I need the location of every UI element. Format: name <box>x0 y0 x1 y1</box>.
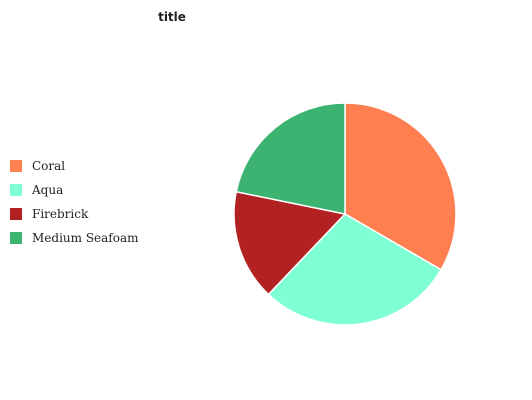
legend-item-firebrick: Firebrick <box>10 202 139 226</box>
legend-label-coral: Coral <box>32 159 66 173</box>
pie-slice-aqua <box>267 213 443 326</box>
legend-swatch-aqua <box>10 184 22 196</box>
pie-slice-medium-seafoam <box>235 102 346 215</box>
legend-swatch-firebrick <box>10 208 22 220</box>
legend-item-medium-seafoam: Medium Seafoam <box>10 226 139 250</box>
pie-slice-firebrick <box>233 190 347 296</box>
chart-title: title <box>158 10 186 24</box>
legend-label-medium-seafoam: Medium Seafoam <box>32 231 139 245</box>
legend-swatch-coral <box>10 160 22 172</box>
legend-item-coral: Coral <box>10 154 139 178</box>
pie-slice-coral <box>344 102 457 271</box>
legend-item-aqua: Aqua <box>10 178 139 202</box>
legend-label-firebrick: Firebrick <box>32 207 89 221</box>
legend-label-aqua: Aqua <box>32 183 64 197</box>
legend: Coral Aqua Firebrick Medium Seafoam <box>10 154 139 250</box>
legend-swatch-medium-seafoam <box>10 232 22 244</box>
